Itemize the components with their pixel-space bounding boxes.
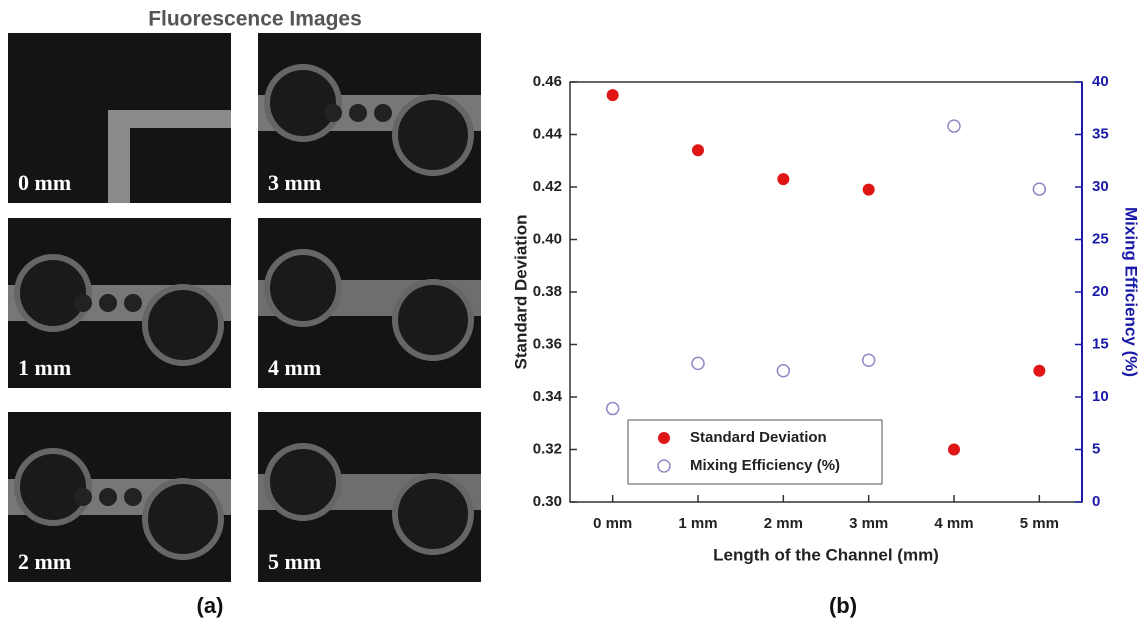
post — [124, 488, 142, 506]
caption: (a) — [197, 593, 224, 618]
chamber-ring — [142, 478, 224, 560]
y2-tick-label: 30 — [1092, 178, 1109, 195]
y2-tick-label: 5 — [1092, 440, 1100, 457]
image-label: 2 mm — [18, 549, 71, 574]
chamber-ring — [392, 279, 474, 361]
y-tick-label: 0.42 — [533, 178, 562, 195]
y-tick-label: 0.32 — [533, 440, 562, 457]
data-point — [948, 443, 960, 456]
data-point — [1033, 364, 1046, 377]
x-tick-label: 0 mm — [593, 515, 632, 532]
y2-tick-label: 35 — [1092, 125, 1109, 142]
image-label: 0 mm — [18, 170, 71, 195]
x-tick-label: 2 mm — [764, 515, 803, 532]
chamber-ring — [14, 254, 92, 332]
legend-marker — [657, 459, 671, 473]
fluorescence-image: 2 mm — [8, 412, 231, 582]
x-tick-label: 3 mm — [849, 515, 888, 532]
post — [349, 104, 367, 122]
y-tick-label: 0.40 — [533, 230, 562, 247]
chart: 0.30 0.32 0.34 0.36 0.38 0.40 0.42 0.44 0.46 0 5 10… — [511, 73, 1140, 565]
y2-tick-label: 25 — [1092, 230, 1109, 247]
fluorescence-image: 3 mm — [258, 33, 481, 203]
y2-tick-label: 0 — [1092, 493, 1100, 510]
x-axis-title: Length of the Channel (mm) — [713, 545, 939, 564]
data-point — [776, 364, 791, 378]
data-point — [606, 89, 619, 102]
data-point — [1032, 182, 1047, 196]
panel-title: Fluorescence Images — [148, 8, 362, 31]
y2-tick-label: 40 — [1092, 73, 1109, 90]
x-tick-label: 5 mm — [1020, 515, 1059, 532]
y2-tick-label: 10 — [1092, 388, 1109, 405]
y-tick-label: 0.44 — [533, 125, 563, 142]
chamber-ring — [264, 64, 342, 142]
channel — [108, 110, 231, 203]
chamber-ring — [392, 94, 474, 176]
data-point — [691, 356, 705, 371]
data-point — [947, 119, 961, 133]
y-tick-label: 0.38 — [533, 283, 562, 300]
y2-tick-label: 15 — [1092, 335, 1109, 352]
image-label: 4 mm — [268, 355, 321, 380]
fluorescence-image: 4 mm — [258, 218, 481, 388]
chamber-ring — [142, 284, 224, 366]
chamber-ring — [14, 448, 92, 526]
chamber-ring — [264, 443, 342, 521]
y-tick-label: 0.46 — [533, 73, 562, 90]
y2-axis-title: Mixing Efficiency (%) — [1122, 207, 1141, 377]
caption: (b) — [829, 593, 857, 618]
image-grid: 0 mm 3 mm 1 mm 4 mm 2 mm 5 mm — [8, 33, 481, 582]
post — [99, 294, 117, 312]
chamber-ring — [392, 473, 474, 555]
post — [74, 488, 92, 506]
x-tick-label: 4 mm — [934, 515, 973, 532]
legend-label: Mixing Efficiency (%) — [690, 457, 840, 474]
fluorescence-image: 1 mm — [8, 218, 231, 388]
data-point — [862, 183, 875, 196]
fluorescence-image: 5 mm — [258, 412, 481, 582]
y-tick-label: 0.30 — [533, 493, 562, 510]
legend-box — [627, 419, 883, 485]
data-point — [605, 401, 620, 416]
y-axis-title: Standard Deviation — [511, 215, 530, 370]
legend-marker — [658, 432, 670, 444]
data-point — [777, 173, 790, 186]
x-tick-label: 1 mm — [678, 515, 717, 532]
image-label: 3 mm — [268, 170, 321, 195]
chamber-ring — [264, 249, 342, 327]
image-label: 1 mm — [18, 355, 71, 380]
y2-tick-label: 20 — [1092, 283, 1109, 300]
image-label: 5 mm — [268, 549, 321, 574]
post — [124, 294, 142, 312]
y-tick-label: 0.36 — [533, 335, 562, 352]
data-point — [692, 144, 704, 157]
post — [99, 488, 117, 506]
legend-label: Standard Deviation — [690, 429, 827, 446]
post — [324, 104, 342, 122]
post — [74, 294, 92, 312]
fluorescence-image: 0 mm — [8, 33, 231, 203]
data-point — [861, 353, 876, 367]
post — [374, 104, 392, 122]
y-tick-label: 0.34 — [533, 388, 563, 405]
